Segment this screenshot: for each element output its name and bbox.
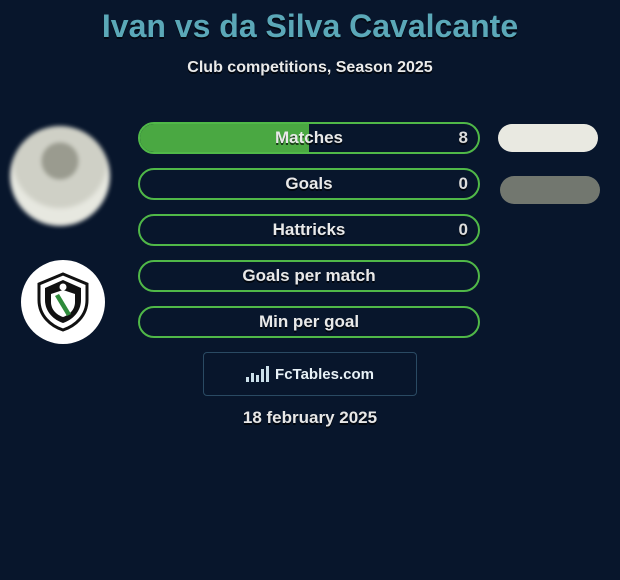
stats-rows: Matches 8 Goals 0 Hattricks 0 Goals per …	[138, 122, 480, 352]
page-subtitle: Club competitions, Season 2025	[0, 59, 620, 77]
club-badge-icon	[21, 260, 105, 344]
stat-label: Matches	[140, 124, 478, 152]
stat-label: Hattricks	[140, 216, 478, 244]
stat-row-min-per-goal: Min per goal	[138, 306, 480, 338]
player1-avatar	[10, 126, 110, 226]
chart-bars-icon	[246, 366, 269, 382]
source-watermark: FcTables.com	[203, 352, 417, 396]
stat-value: 0	[459, 216, 468, 244]
player2-avatar	[21, 260, 121, 360]
comparison-pill-goals	[500, 176, 600, 204]
player-silhouette-icon	[10, 126, 110, 226]
stat-label: Goals per match	[140, 262, 478, 290]
stat-label: Min per goal	[140, 308, 478, 336]
stat-value: 8	[459, 124, 468, 152]
stat-row-matches: Matches 8	[138, 122, 480, 154]
comparison-pill-matches	[498, 124, 598, 152]
stat-label: Goals	[140, 170, 478, 198]
stat-value: 0	[459, 170, 468, 198]
stat-row-hattricks: Hattricks 0	[138, 214, 480, 246]
stat-row-goals: Goals 0	[138, 168, 480, 200]
footer-date: 18 february 2025	[0, 408, 620, 428]
page-title: Ivan vs da Silva Cavalcante	[0, 0, 620, 45]
watermark-text: FcTables.com	[275, 366, 374, 383]
stat-row-goals-per-match: Goals per match	[138, 260, 480, 292]
